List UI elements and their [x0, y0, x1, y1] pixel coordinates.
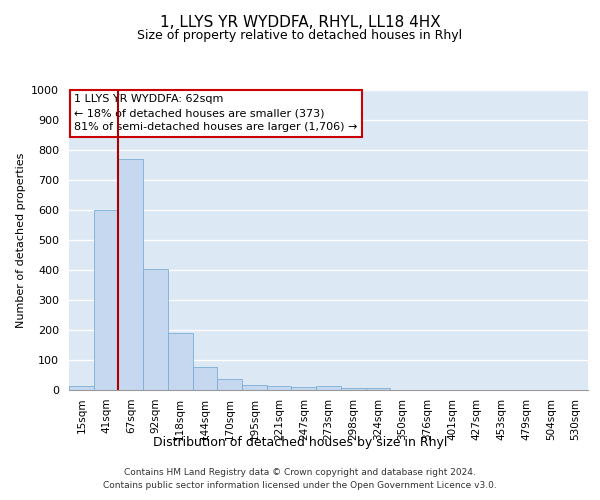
- Text: 1 LLYS YR WYDDFA: 62sqm
← 18% of detached houses are smaller (373)
81% of semi-d: 1 LLYS YR WYDDFA: 62sqm ← 18% of detache…: [74, 94, 358, 132]
- Bar: [267, 386, 292, 390]
- Text: Distribution of detached houses by size in Rhyl: Distribution of detached houses by size …: [153, 436, 447, 449]
- Bar: [217, 378, 242, 390]
- Bar: [168, 333, 193, 390]
- Text: Contains HM Land Registry data © Crown copyright and database right 2024.: Contains HM Land Registry data © Crown c…: [124, 468, 476, 477]
- Bar: [365, 388, 390, 390]
- Bar: [118, 159, 143, 390]
- Bar: [341, 388, 365, 390]
- Bar: [193, 366, 217, 390]
- Bar: [94, 210, 118, 390]
- Bar: [143, 268, 168, 390]
- Text: Contains public sector information licensed under the Open Government Licence v3: Contains public sector information licen…: [103, 480, 497, 490]
- Text: 1, LLYS YR WYDDFA, RHYL, LL18 4HX: 1, LLYS YR WYDDFA, RHYL, LL18 4HX: [160, 15, 440, 30]
- Bar: [69, 386, 94, 390]
- Bar: [316, 386, 341, 390]
- Y-axis label: Number of detached properties: Number of detached properties: [16, 152, 26, 328]
- Bar: [292, 387, 316, 390]
- Text: Size of property relative to detached houses in Rhyl: Size of property relative to detached ho…: [137, 28, 463, 42]
- Bar: [242, 384, 267, 390]
